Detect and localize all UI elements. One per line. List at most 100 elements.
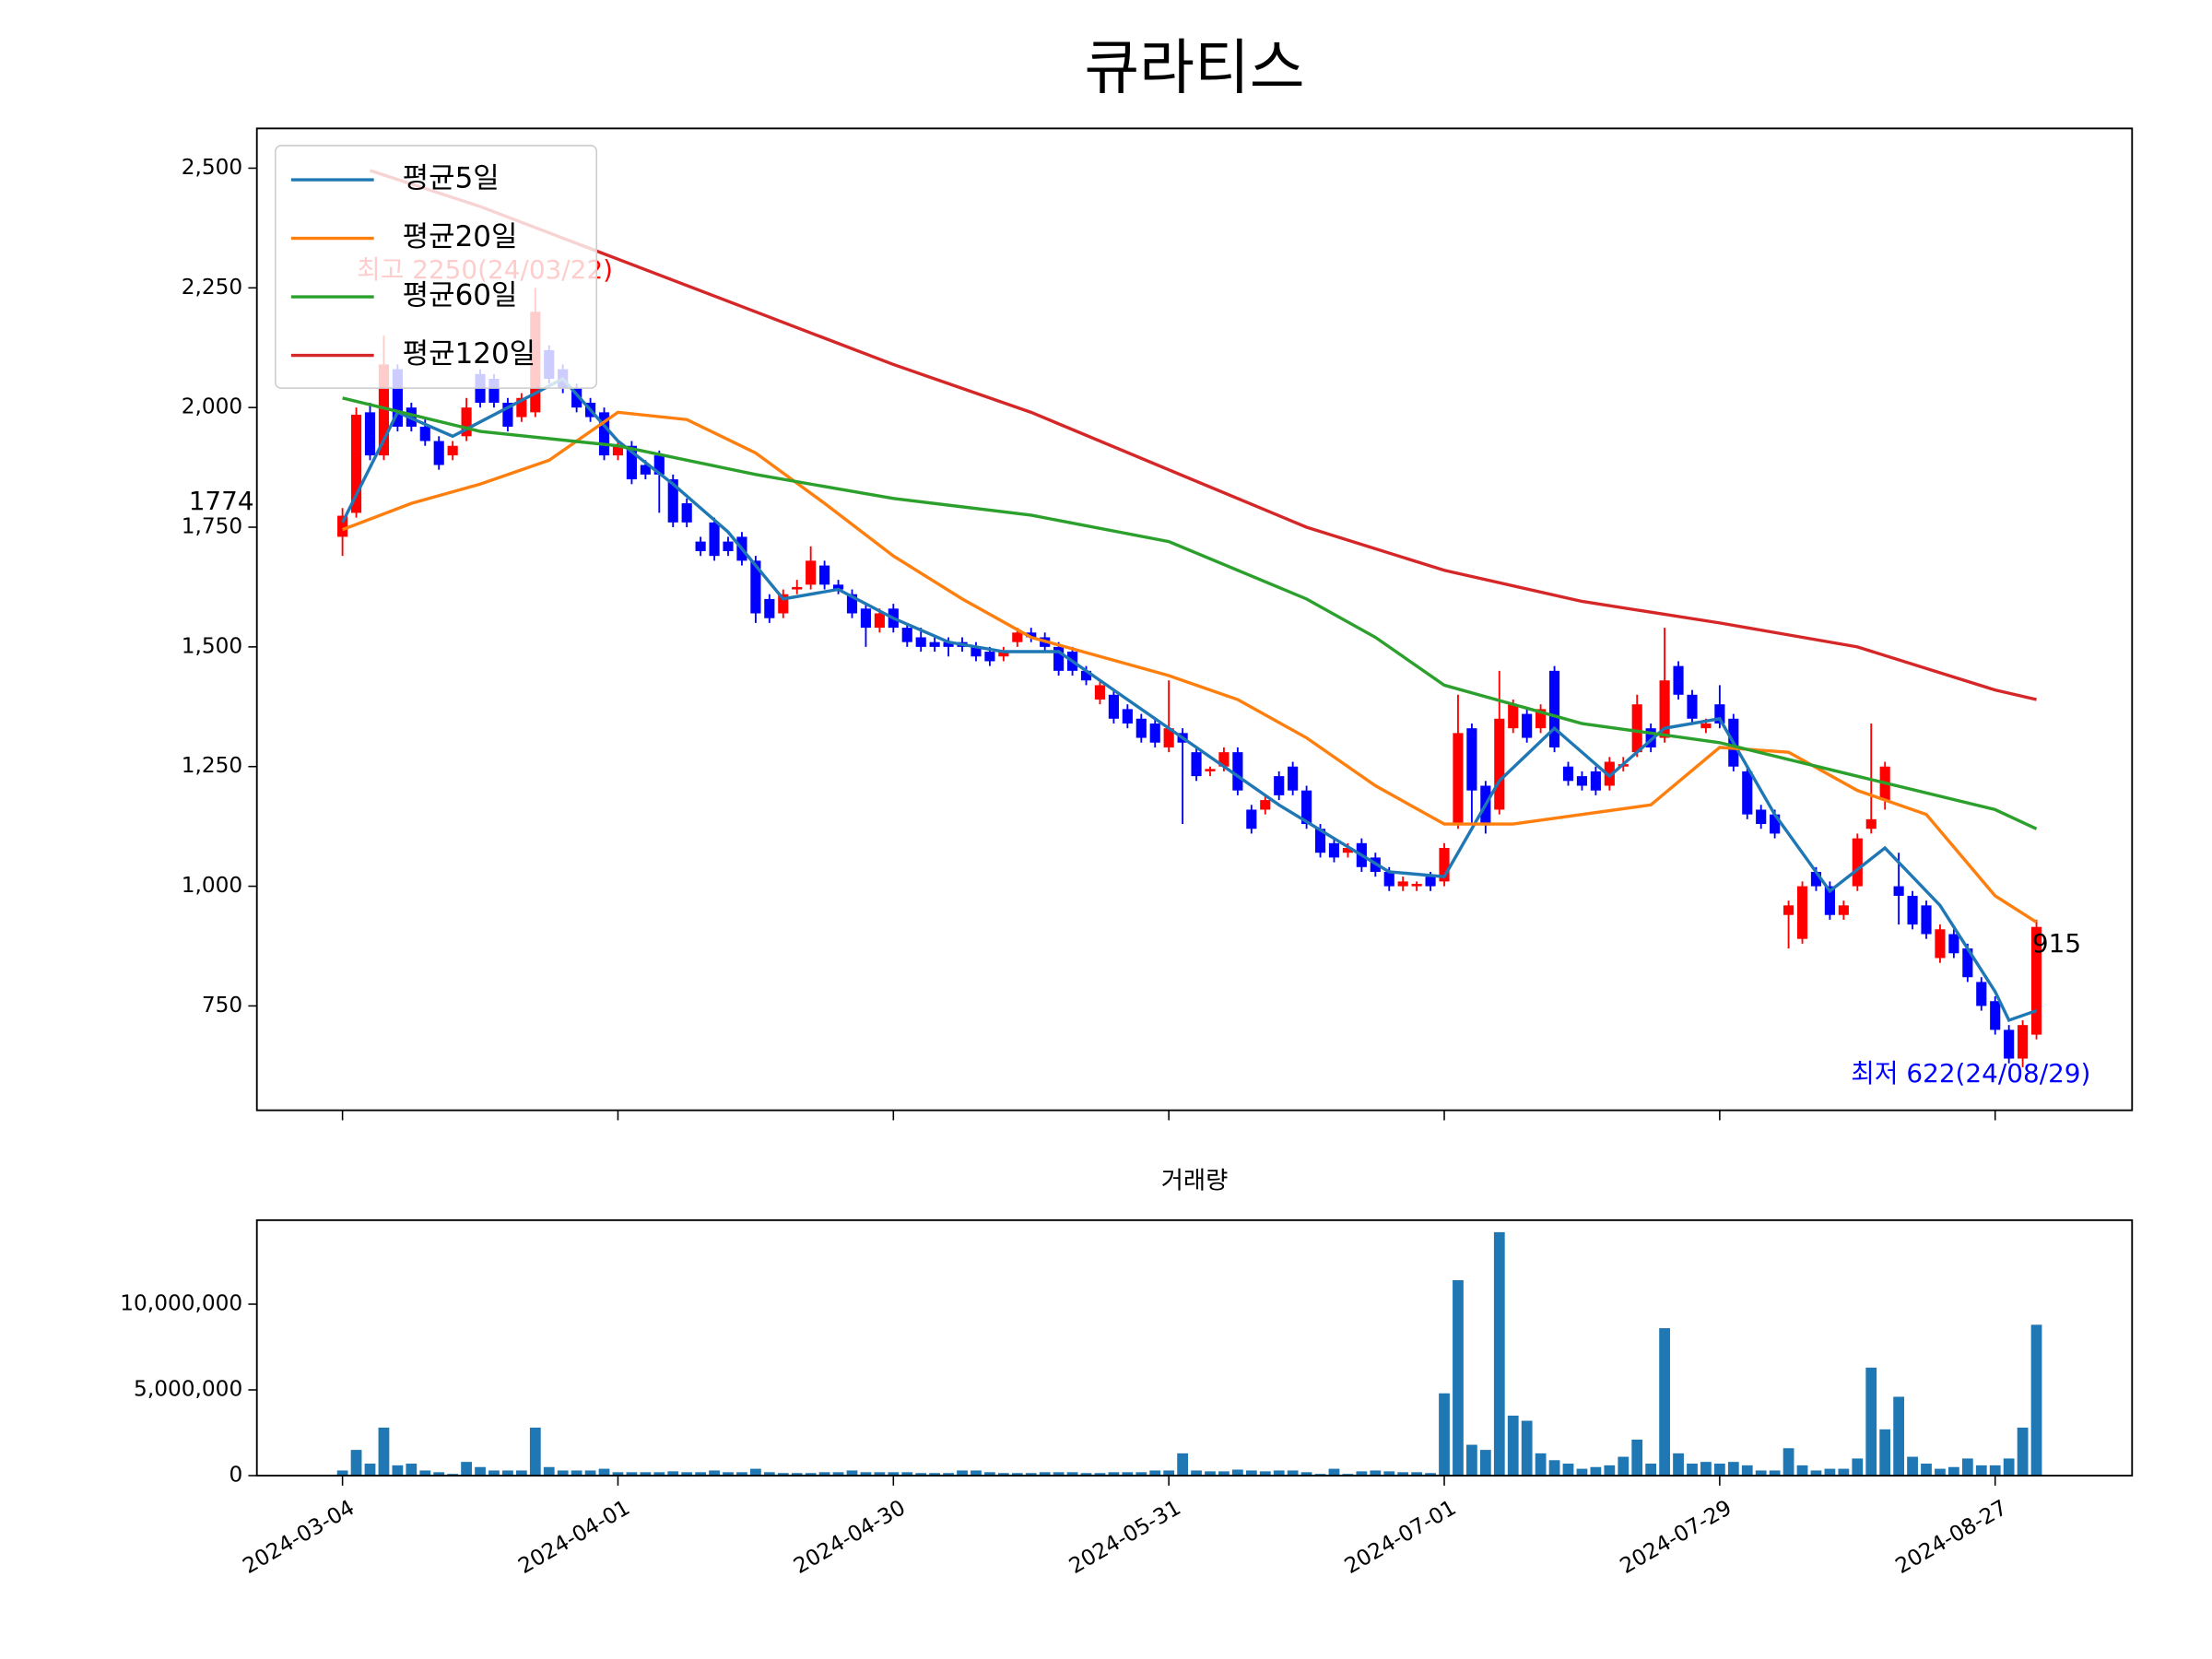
annotation: 최저 622(24/08/29) <box>1851 1058 2090 1088</box>
candle-body <box>1094 685 1106 700</box>
candle-body <box>984 652 995 662</box>
volume-bar <box>1259 1471 1271 1477</box>
candle-body <box>806 560 817 585</box>
candle-body <box>1053 646 1065 671</box>
volume-bar <box>695 1472 707 1477</box>
volume-bar <box>1769 1470 1781 1477</box>
volume-bar <box>1673 1453 1684 1477</box>
volume-bar <box>1852 1458 1864 1477</box>
candle-body <box>1562 766 1574 782</box>
volume-bar <box>763 1472 775 1477</box>
volume-bar <box>1205 1471 1216 1477</box>
legend-label: 평균120일 <box>403 337 536 371</box>
y-tick-label: 2,500 <box>182 155 242 180</box>
volume-bar <box>392 1465 404 1477</box>
candle-body <box>598 412 610 456</box>
volume-bar <box>475 1466 486 1477</box>
volume-bar <box>1039 1472 1051 1477</box>
volume-bar <box>860 1472 872 1477</box>
volume-bar <box>557 1470 569 1477</box>
volume-bar <box>364 1464 376 1477</box>
volume-bar <box>419 1470 431 1477</box>
moving-average-line <box>342 396 2038 830</box>
candle-body <box>1976 982 1987 1006</box>
candle-body <box>1990 1001 2001 1030</box>
candle-body <box>1604 761 1615 786</box>
price-axes-frame <box>255 127 2134 1112</box>
candle-body <box>1205 769 1216 771</box>
volume-bar <box>1231 1469 1243 1477</box>
volume-bar <box>709 1470 720 1477</box>
volume-bar <box>1989 1465 2001 1477</box>
volume-bar <box>1191 1470 1202 1477</box>
candle-body <box>1645 728 1656 747</box>
volume-bar <box>957 1470 968 1477</box>
candle-body <box>1838 905 1849 915</box>
volume-bar <box>1687 1464 1698 1477</box>
candle-body <box>1907 895 1918 925</box>
volume-bar <box>1108 1472 1120 1477</box>
candle-body <box>1576 776 1588 786</box>
volume-bar <box>667 1471 679 1477</box>
y-tick-label: 1,750 <box>182 514 242 539</box>
candle-body <box>1714 704 1725 724</box>
y-tick-label: 5,000,000 <box>134 1377 242 1402</box>
volume-bar <box>929 1473 941 1477</box>
candle-body <box>2018 1025 2029 1059</box>
volume-title: 거래량 <box>1161 1168 1229 1195</box>
volume-bar <box>1479 1450 1491 1477</box>
volume-bar <box>1727 1462 1739 1477</box>
volume-bar <box>529 1427 541 1477</box>
volume-bar <box>1066 1472 1078 1477</box>
volume-bar <box>1218 1471 1230 1477</box>
volume-bar <box>336 1470 348 1477</box>
candle-body <box>819 565 830 585</box>
volume-bar <box>1080 1473 1092 1477</box>
volume-bar <box>1521 1420 1533 1477</box>
volume-bar <box>1535 1453 1547 1477</box>
candle-body <box>764 598 775 618</box>
candle-body <box>915 637 926 647</box>
candle-body <box>1218 752 1230 767</box>
candle-body <box>1012 632 1023 642</box>
y-tick-label: 1,000 <box>182 873 242 898</box>
volume-bar <box>2030 1324 2042 1477</box>
volume-bar <box>1618 1456 1630 1477</box>
candle-body <box>1700 723 1712 729</box>
volume-bar <box>736 1472 747 1477</box>
candle-body <box>1756 809 1767 825</box>
y-tick-label: 1,500 <box>182 633 242 658</box>
candle-body <box>1274 776 1285 795</box>
volume-bar <box>971 1470 982 1477</box>
volume-bar <box>584 1470 596 1477</box>
volume-bar <box>1796 1465 1808 1477</box>
candle-body <box>640 465 651 475</box>
volume-bar <box>1631 1439 1643 1477</box>
volume-bar <box>1245 1470 1257 1477</box>
candle-body <box>1411 883 1422 887</box>
volume-bar <box>502 1470 513 1477</box>
candle-body <box>860 608 872 629</box>
moving-average-line <box>369 169 2037 701</box>
volume-bar <box>1741 1465 1753 1477</box>
candle-body <box>1246 809 1257 830</box>
volume-bar <box>888 1472 900 1477</box>
candle-body <box>901 628 912 642</box>
candle-body <box>1026 632 1037 638</box>
candle-body <box>1342 848 1353 853</box>
volume-bar <box>640 1472 652 1477</box>
candle-body <box>1865 818 1877 830</box>
candle-body <box>461 407 472 437</box>
volume-bar <box>612 1472 624 1477</box>
candle-body <box>1631 704 1642 753</box>
y-tick-label: 1,250 <box>182 753 242 778</box>
volume-bar <box>1300 1472 1312 1477</box>
volume-bar <box>1935 1468 1946 1477</box>
candle-body <box>1328 842 1340 858</box>
candle-body <box>1522 713 1533 738</box>
volume-bar <box>681 1472 693 1477</box>
candle-body <box>1314 829 1326 853</box>
y-tick-label: 2,000 <box>182 394 242 419</box>
candle-body <box>778 594 789 614</box>
